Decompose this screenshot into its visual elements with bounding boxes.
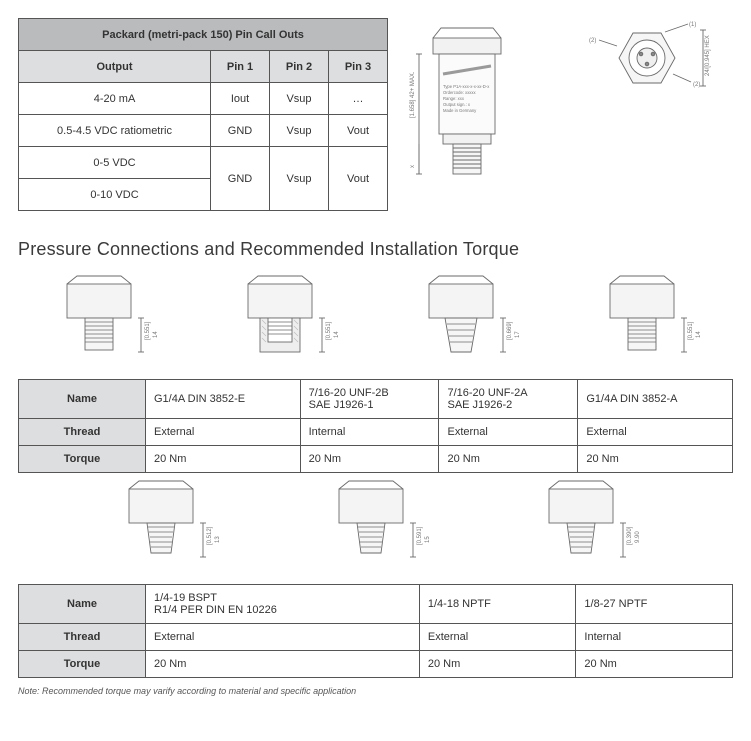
- cell: 20 Nm: [300, 446, 439, 473]
- svg-text:[0.591]: [0.591]: [417, 526, 423, 545]
- svg-text:14: 14: [696, 331, 702, 338]
- cell: Vsup: [270, 115, 329, 147]
- cell: External: [146, 624, 420, 651]
- svg-text:(2): (2): [693, 82, 700, 88]
- cell: Iout: [211, 83, 270, 115]
- fitting-drawing: [0.551] 14: [210, 274, 360, 367]
- connector-table-1: NameG1/4A DIN 3852-E7/16-20 UNF-2B SAE J…: [18, 379, 733, 473]
- fitting-icon: [0.551] 14: [29, 274, 179, 364]
- out-2a: 0-5 VDC: [19, 147, 211, 179]
- fitting-icon: [0.512] 13: [91, 479, 241, 569]
- fitting-drawing: [0.390] 9.90: [511, 479, 661, 572]
- pin-table-title: Packard (metri-pack 150) Pin Call Outs: [19, 19, 388, 51]
- cell: GND: [211, 147, 270, 211]
- cell: 1/8-27 NPTF: [576, 585, 733, 624]
- cell: External: [578, 419, 733, 446]
- section-title: Pressure Connections and Recommended Ins…: [18, 239, 733, 260]
- svg-text:14: 14: [153, 331, 159, 338]
- cell: GND: [211, 115, 270, 147]
- cell: Vsup: [270, 83, 329, 115]
- cell: 20 Nm: [576, 651, 733, 678]
- svg-text:Made in Germany: Made in Germany: [443, 108, 477, 113]
- fitting-drawing: [0.551] 14: [29, 274, 179, 367]
- fitting-drawing: [0.512] 13: [91, 479, 241, 572]
- fitting-icon: [0.669] 17: [391, 274, 541, 364]
- svg-text:[1.658] 42+ MAX.: [1.658] 42+ MAX.: [410, 71, 416, 118]
- cell: 7/16-20 UNF-2B SAE J1926-1: [300, 380, 439, 419]
- pin-callout-table: Packard (metri-pack 150) Pin Call Outs O…: [18, 18, 388, 211]
- svg-text:14: 14: [334, 331, 340, 338]
- cell: Vsup: [270, 147, 329, 211]
- cell: Internal: [300, 419, 439, 446]
- out-2b: 0-10 VDC: [19, 179, 211, 211]
- sensor-diagram: Type P1A-xxx-x-x-xx-D-x Ordercode: xxxxx…: [403, 18, 723, 211]
- svg-text:(2): (2): [589, 38, 596, 44]
- cell: External: [439, 419, 578, 446]
- row-label: Thread: [19, 624, 146, 651]
- fitting-drawing: [0.551] 14: [572, 274, 722, 367]
- cell: 20 Nm: [578, 446, 733, 473]
- row-label: Name: [19, 585, 146, 624]
- fitting-icon: [0.551] 14: [572, 274, 722, 364]
- connector-table-2: Name1/4-19 BSPT R1/4 PER DIN EN 102261/4…: [18, 584, 733, 678]
- fitting-icon: [0.390] 9.90: [511, 479, 661, 569]
- svg-text:Type P1A-xxx-x-x-xx-D-x: Type P1A-xxx-x-x-xx-D-x: [443, 84, 490, 89]
- cell: External: [146, 419, 301, 446]
- pin-hdr-1: Pin 1: [211, 51, 270, 83]
- footnote: Note: Recommended torque may varify acco…: [18, 686, 733, 696]
- cell: Vout: [329, 115, 388, 147]
- svg-text:17: 17: [515, 331, 521, 338]
- svg-text:(1): (1): [689, 22, 696, 28]
- svg-text:[0.669]: [0.669]: [507, 321, 513, 340]
- svg-text:24/[0.945] HEX: 24/[0.945] HEX: [705, 35, 711, 76]
- cell: 20 Nm: [146, 651, 420, 678]
- svg-text:[0.551]: [0.551]: [688, 321, 694, 340]
- cell: G1/4A DIN 3852-A: [578, 380, 733, 419]
- pin-hdr-3: Pin 3: [329, 51, 388, 83]
- cell: Vout: [329, 147, 388, 211]
- cell: 1/4-19 BSPT R1/4 PER DIN EN 10226: [146, 585, 420, 624]
- cell: 20 Nm: [419, 651, 576, 678]
- out-1: 0.5-4.5 VDC ratiometric: [19, 115, 211, 147]
- fitting-icon: [0.591] 15: [301, 479, 451, 569]
- row-label: Torque: [19, 446, 146, 473]
- fitting-drawing: [0.669] 17: [391, 274, 541, 367]
- cell: …: [329, 83, 388, 115]
- svg-text:9.90: 9.90: [635, 531, 641, 543]
- connector-drawings-row-1: [0.551] 14 [0.551] 14: [18, 274, 733, 367]
- cell: 20 Nm: [146, 446, 301, 473]
- cell: 20 Nm: [439, 446, 578, 473]
- row-label: Thread: [19, 419, 146, 446]
- cell: G1/4A DIN 3852-E: [146, 380, 301, 419]
- cell: 1/4-18 NPTF: [419, 585, 576, 624]
- out-0: 4-20 mA: [19, 83, 211, 115]
- svg-text:13: 13: [215, 536, 221, 543]
- svg-text:15: 15: [425, 536, 431, 543]
- row-label: Name: [19, 380, 146, 419]
- svg-text:Range: xxx: Range: xxx: [443, 96, 465, 101]
- svg-text:[0.512]: [0.512]: [207, 526, 213, 545]
- cell: Internal: [576, 624, 733, 651]
- svg-text:[0.551]: [0.551]: [326, 321, 332, 340]
- svg-text:Output sign.: x: Output sign.: x: [443, 102, 471, 107]
- pin-hdr-2: Pin 2: [270, 51, 329, 83]
- cell: 7/16-20 UNF-2A SAE J1926-2: [439, 380, 578, 419]
- svg-text:Ordercode: xxxxx: Ordercode: xxxxx: [443, 90, 476, 95]
- pin-hdr-output: Output: [19, 51, 211, 83]
- svg-text:[0.390]: [0.390]: [627, 526, 633, 545]
- connector-drawings-row-2: [0.512] 13 [0.591] 15: [18, 479, 733, 572]
- fitting-icon: [0.551] 14: [210, 274, 360, 364]
- row-label: Torque: [19, 651, 146, 678]
- svg-text:x: x: [410, 165, 416, 168]
- svg-text:[0.551]: [0.551]: [145, 321, 151, 340]
- fitting-drawing: [0.591] 15: [301, 479, 451, 572]
- cell: External: [419, 624, 576, 651]
